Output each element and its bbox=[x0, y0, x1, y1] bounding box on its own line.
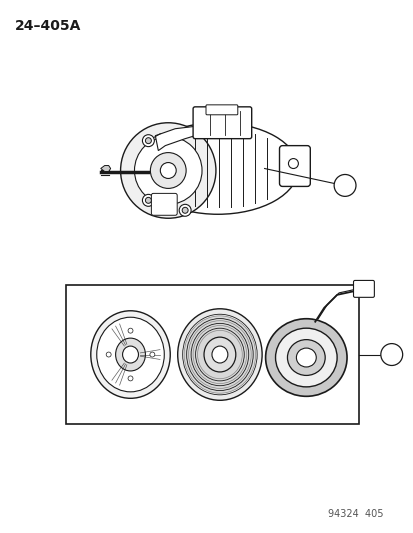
Text: 24–405A: 24–405A bbox=[15, 19, 81, 33]
Ellipse shape bbox=[197, 330, 242, 379]
Circle shape bbox=[288, 158, 298, 168]
Ellipse shape bbox=[115, 338, 145, 371]
Text: 1: 1 bbox=[341, 181, 348, 190]
Bar bbox=[66, 285, 358, 424]
Ellipse shape bbox=[90, 311, 170, 398]
Ellipse shape bbox=[204, 337, 235, 372]
Ellipse shape bbox=[211, 346, 227, 363]
Ellipse shape bbox=[296, 348, 316, 367]
Ellipse shape bbox=[192, 326, 246, 384]
FancyBboxPatch shape bbox=[279, 146, 310, 187]
Ellipse shape bbox=[184, 316, 255, 393]
FancyBboxPatch shape bbox=[192, 107, 251, 139]
Circle shape bbox=[106, 352, 111, 357]
Ellipse shape bbox=[287, 340, 325, 375]
Circle shape bbox=[380, 344, 402, 366]
Ellipse shape bbox=[97, 317, 164, 392]
Circle shape bbox=[145, 138, 151, 144]
Ellipse shape bbox=[265, 319, 346, 397]
Circle shape bbox=[182, 207, 188, 213]
Text: 94324  405: 94324 405 bbox=[328, 508, 383, 519]
Ellipse shape bbox=[275, 328, 336, 387]
Circle shape bbox=[160, 163, 176, 179]
Circle shape bbox=[128, 376, 133, 381]
Circle shape bbox=[150, 352, 154, 357]
Text: 2: 2 bbox=[387, 350, 394, 360]
Circle shape bbox=[145, 197, 151, 203]
Circle shape bbox=[150, 152, 186, 188]
Circle shape bbox=[120, 123, 216, 218]
Circle shape bbox=[134, 136, 202, 204]
Polygon shape bbox=[155, 126, 204, 151]
FancyBboxPatch shape bbox=[353, 280, 373, 297]
Circle shape bbox=[333, 174, 355, 196]
Circle shape bbox=[142, 195, 154, 206]
Ellipse shape bbox=[188, 321, 251, 389]
FancyBboxPatch shape bbox=[206, 105, 237, 115]
Circle shape bbox=[142, 135, 154, 147]
Ellipse shape bbox=[177, 309, 261, 400]
Ellipse shape bbox=[137, 123, 298, 214]
Polygon shape bbox=[100, 166, 110, 172]
Circle shape bbox=[128, 328, 133, 333]
FancyBboxPatch shape bbox=[151, 193, 177, 215]
Ellipse shape bbox=[122, 346, 138, 363]
Circle shape bbox=[179, 204, 191, 216]
